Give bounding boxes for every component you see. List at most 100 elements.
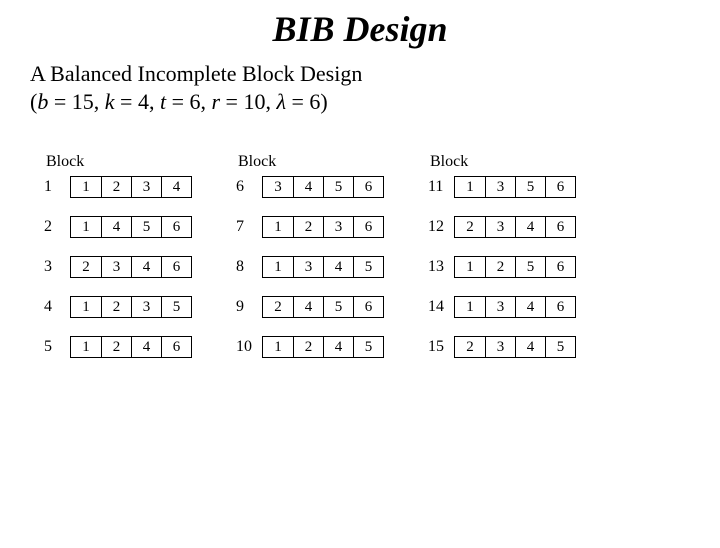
param-k-val: 4 [138,89,149,114]
block-cells: 1356 [454,176,576,198]
block-cells: 1245 [262,336,384,358]
block-number: 6 [232,178,262,196]
block-cell: 2 [293,217,323,237]
block-cell: 3 [485,297,515,317]
param-t-val: 6 [189,89,200,114]
block-cell: 6 [545,177,575,197]
block-row: 32346 [40,255,192,279]
block-cell: 2 [101,297,131,317]
block-cells: 3456 [262,176,384,198]
block-row: 11234 [40,175,192,199]
block-number: 7 [232,218,262,236]
block-cell: 5 [545,337,575,357]
block-number: 2 [40,218,70,236]
block-number: 10 [232,338,262,356]
block-number: 1 [40,178,70,196]
block-cell: 4 [293,297,323,317]
block-cells: 1236 [262,216,384,238]
design-column: Block111356122346131256141346152345 [424,153,576,375]
block-row: 122346 [424,215,576,239]
param-k-sym: k [105,89,115,114]
block-cells: 1346 [454,296,576,318]
subtitle-line2: (b = 15, k = 4, t = 6, r = 10, λ = 6) [30,88,720,116]
block-number: 13 [424,258,454,276]
block-cell: 1 [455,257,485,277]
column-header: Block [430,153,576,171]
block-cell: 5 [353,257,383,277]
param-l-sym: λ [276,89,286,114]
block-cells: 2346 [70,256,192,278]
block-cell: 2 [263,297,293,317]
block-cell: 4 [323,337,353,357]
block-cell: 3 [263,177,293,197]
block-number: 9 [232,298,262,316]
block-row: 101245 [232,335,384,359]
design-table: Block1123421456323464123551246Block63456… [40,153,720,375]
block-row: 131256 [424,255,576,279]
block-cell: 6 [161,337,191,357]
param-t-sym: t [160,89,166,114]
block-cells: 1235 [70,296,192,318]
page-title: BIB Design [0,8,720,50]
block-cell: 6 [545,257,575,277]
block-cell: 1 [71,217,101,237]
block-cell: 2 [485,257,515,277]
design-column: Block63456712368134592456101245 [232,153,384,375]
block-row: 141346 [424,295,576,319]
block-cell: 6 [353,217,383,237]
param-b-sym: b [37,89,48,114]
block-cell: 1 [455,177,485,197]
param-l-val: 6 [309,89,320,114]
block-cell: 1 [263,337,293,357]
block-cell: 5 [131,217,161,237]
block-cell: 3 [101,257,131,277]
block-cell: 5 [515,177,545,197]
block-cell: 3 [323,217,353,237]
block-cell: 6 [161,257,191,277]
block-cells: 1256 [454,256,576,278]
block-cell: 4 [131,257,161,277]
subtitle: A Balanced Incomplete Block Design (b = … [30,60,720,115]
block-cell: 4 [515,337,545,357]
block-cells: 2346 [454,216,576,238]
block-number: 8 [232,258,262,276]
column-header: Block [238,153,384,171]
block-cell: 1 [455,297,485,317]
block-cell: 6 [545,297,575,317]
block-number: 11 [424,178,454,196]
block-cell: 6 [161,217,191,237]
block-cell: 3 [131,177,161,197]
block-cell: 2 [101,337,131,357]
block-cell: 3 [293,257,323,277]
block-cell: 3 [485,337,515,357]
block-cell: 1 [263,217,293,237]
block-cell: 2 [455,217,485,237]
block-cell: 5 [323,297,353,317]
design-column: Block1123421456323464123551246 [40,153,192,375]
block-cell: 4 [323,257,353,277]
block-cell: 4 [293,177,323,197]
param-r-sym: r [211,89,220,114]
block-cell: 5 [161,297,191,317]
block-cell: 1 [71,297,101,317]
block-cell: 1 [263,257,293,277]
block-row: 92456 [232,295,384,319]
column-header: Block [46,153,192,171]
block-cell: 4 [131,337,161,357]
block-cells: 2345 [454,336,576,358]
block-row: 81345 [232,255,384,279]
block-cell: 2 [101,177,131,197]
block-cell: 3 [485,217,515,237]
block-row: 63456 [232,175,384,199]
block-cell: 2 [455,337,485,357]
block-cells: 1456 [70,216,192,238]
block-cell: 5 [515,257,545,277]
block-number: 4 [40,298,70,316]
block-cell: 6 [353,297,383,317]
block-number: 12 [424,218,454,236]
page: BIB Design A Balanced Incomplete Block D… [0,8,720,548]
block-cell: 6 [545,217,575,237]
block-cell: 4 [101,217,131,237]
block-cell: 6 [353,177,383,197]
block-cell: 3 [485,177,515,197]
